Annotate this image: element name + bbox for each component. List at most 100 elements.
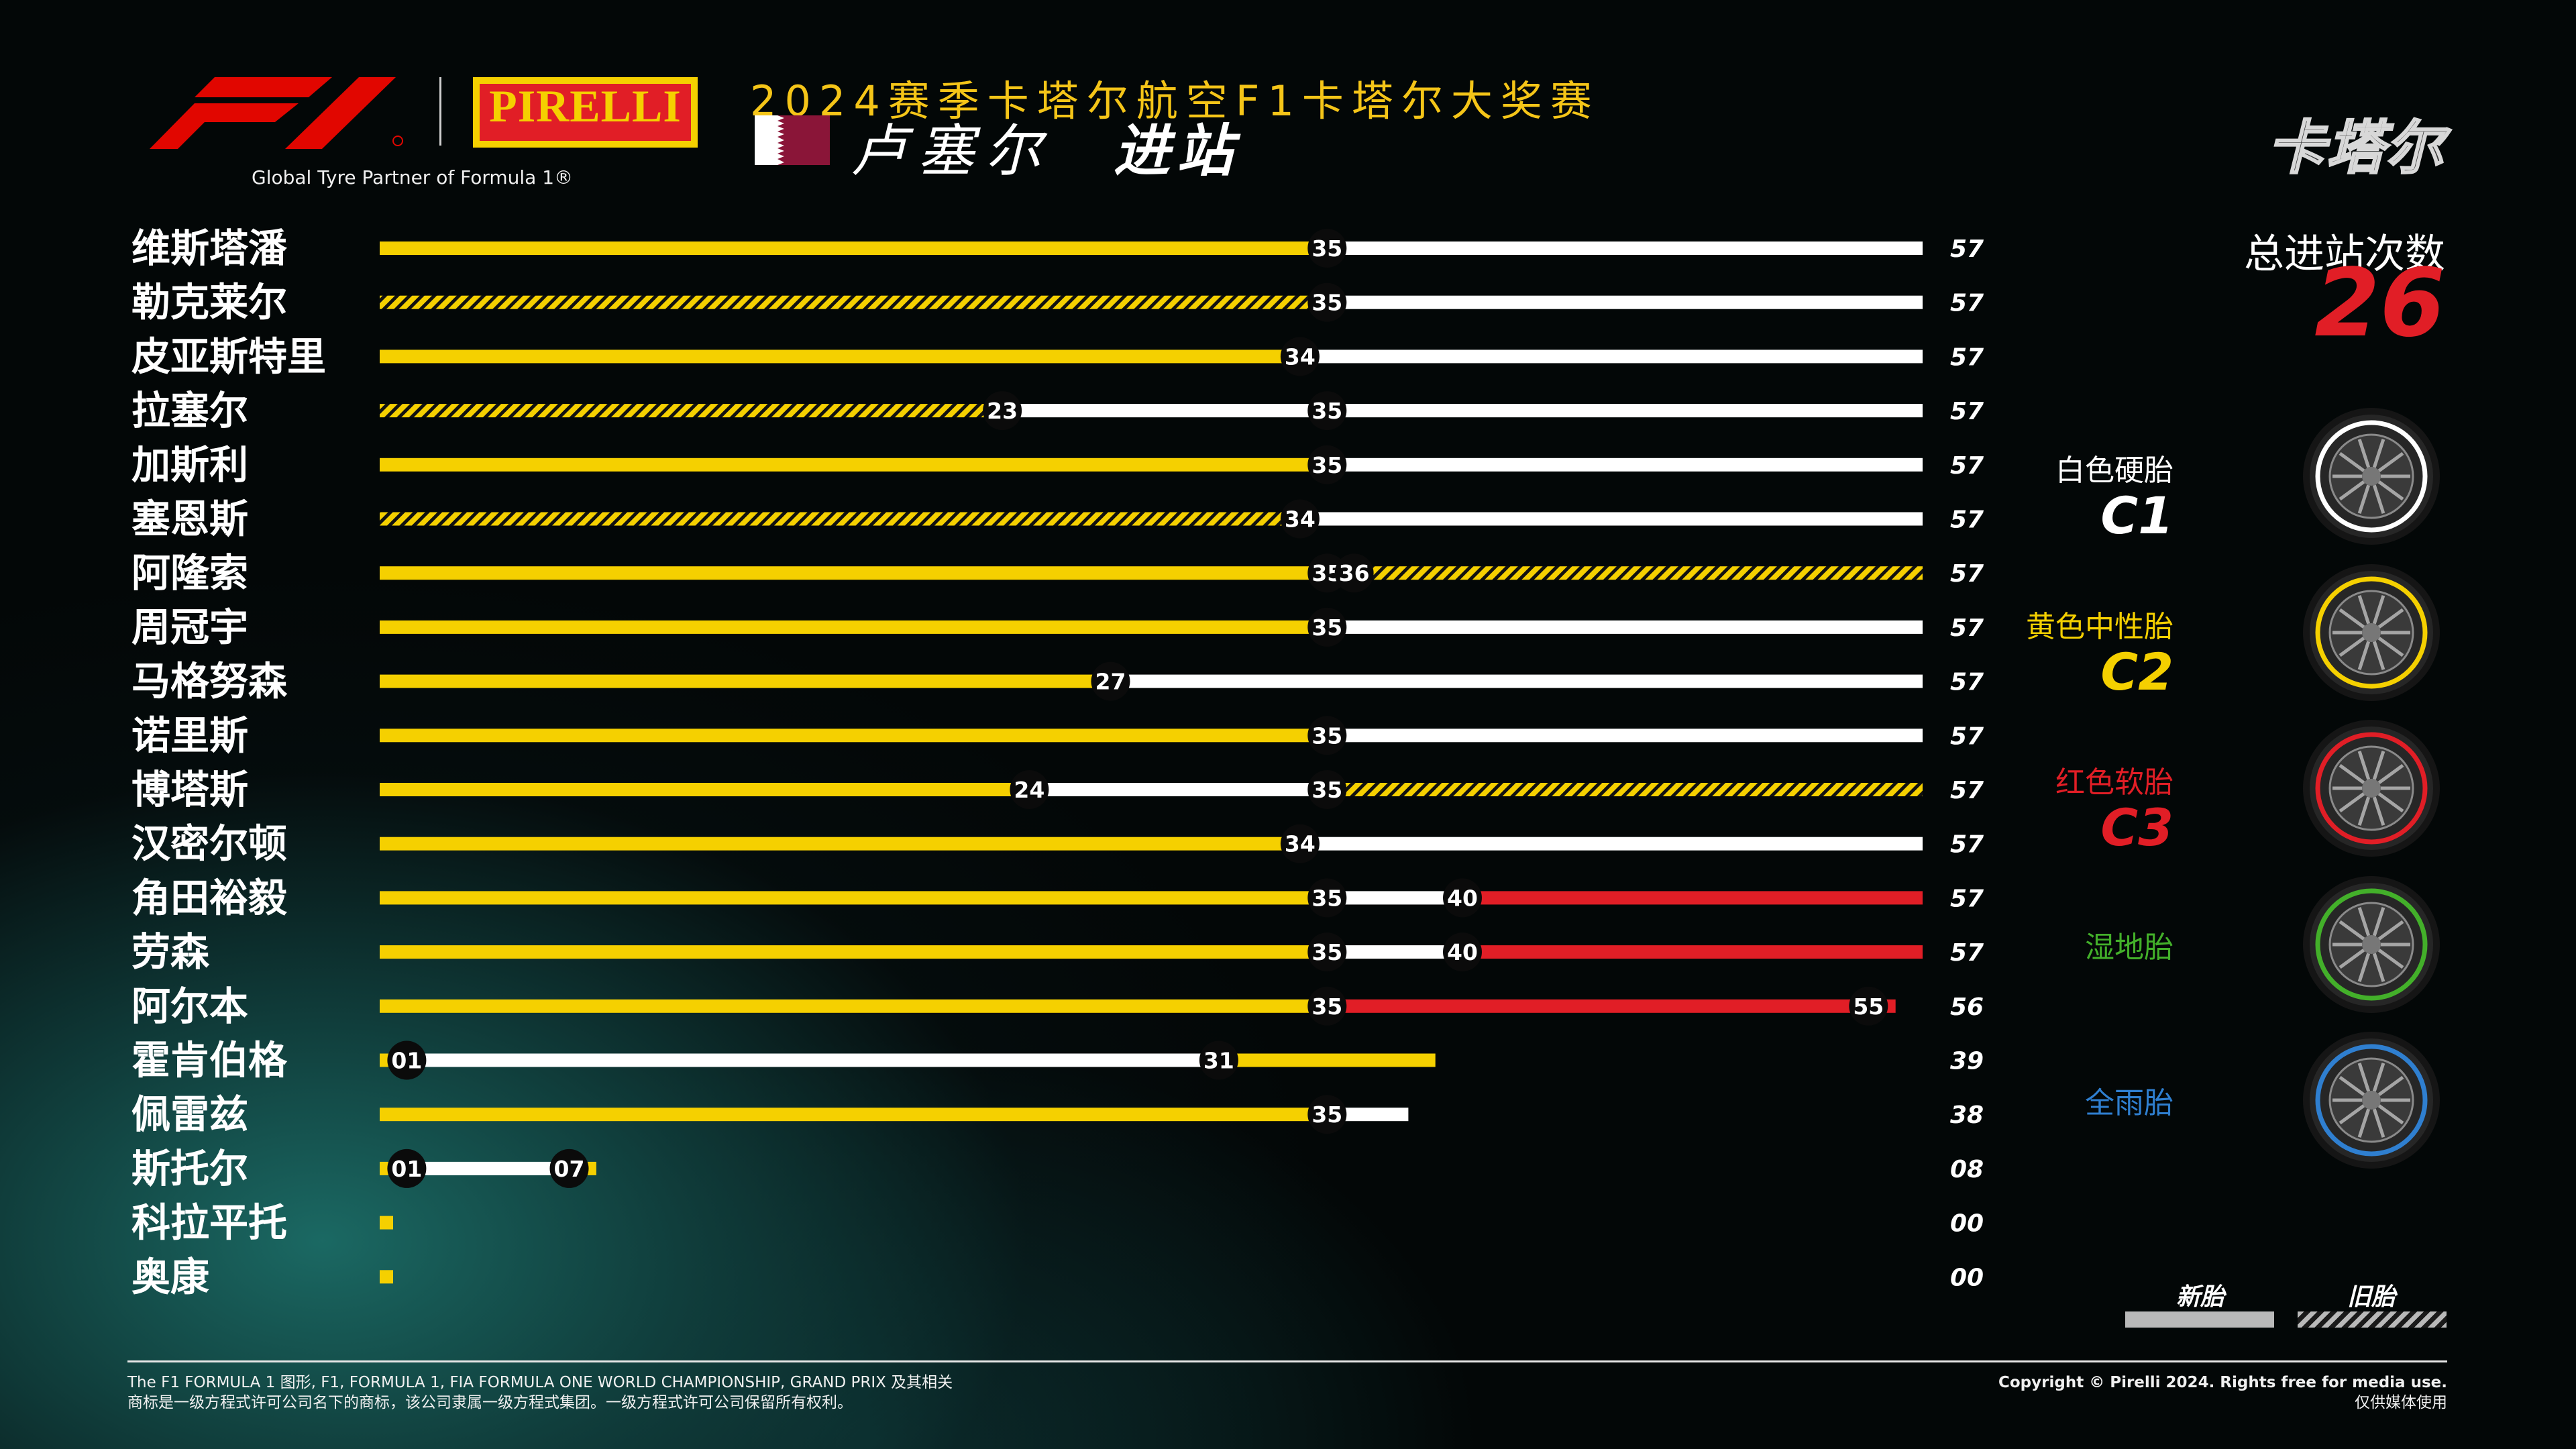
pit-stop-marker xyxy=(1307,1095,1347,1134)
pit-stop-marker xyxy=(1307,770,1347,809)
driver-row: 佩雷兹 35 38 xyxy=(131,1091,1984,1137)
pit-stop-marker xyxy=(1010,770,1049,809)
stint-bar xyxy=(1327,458,1923,472)
pirelli-logo: PIRELLI xyxy=(473,77,698,148)
pit-stop-marker xyxy=(1307,878,1347,918)
footer-trademark-line1: The F1 FORMULA 1 图形, F1, FORMULA 1, FIA … xyxy=(127,1374,953,1391)
legend-used-swatch xyxy=(2298,1311,2447,1328)
pit-lap-label: 35 xyxy=(1311,994,1342,1020)
driver-row: 霍肯伯格 01 31 39 xyxy=(131,1038,1984,1083)
end-lap-label: 00 xyxy=(1950,1264,1984,1291)
stint-bar xyxy=(1327,891,1463,905)
pit-lap-label: 35 xyxy=(1311,290,1342,316)
pit-lap-label: 35 xyxy=(1311,885,1342,911)
compound-intermediate-label: 湿地胎 xyxy=(2085,923,2174,966)
end-lap-label: 56 xyxy=(1950,994,1984,1021)
driver-row: 勒克莱尔 35 57 xyxy=(131,280,1984,325)
pit-stop-marker xyxy=(1307,445,1347,484)
stint-bar xyxy=(380,1270,393,1284)
stint-bar xyxy=(1327,620,1923,634)
driver-row: 角田裕毅 35 40 57 xyxy=(131,875,1984,920)
pirelli-logo-text: PIRELLI xyxy=(489,80,682,131)
pit-stop-marker xyxy=(1443,878,1482,918)
end-lap-label: 57 xyxy=(1950,777,1984,804)
compound-soft-label: 红色软胎 C3 xyxy=(2055,758,2174,855)
end-lap-label: 39 xyxy=(1950,1048,1984,1075)
pit-lap-label: 23 xyxy=(987,398,1018,424)
driver-row: 博塔斯 24 35 57 xyxy=(131,767,1984,812)
end-lap-label: 57 xyxy=(1950,885,1984,912)
stint-bar xyxy=(1110,674,1923,688)
end-lap-label: 57 xyxy=(1950,669,1984,696)
pit-stop-marker xyxy=(1307,607,1347,647)
logo-divider xyxy=(439,77,441,146)
pit-lap-label: 34 xyxy=(1285,343,1316,370)
legend-used-label: 旧胎 xyxy=(2347,1283,2396,1311)
pit-lap-label: 27 xyxy=(1095,669,1126,695)
footer-copyright: Copyright © Pirelli 2024. Rights free fo… xyxy=(1998,1373,2447,1413)
stint-bar xyxy=(1462,945,1923,959)
driver-name: 加斯利 xyxy=(131,442,248,488)
total-stops-label: 总进站次数 xyxy=(2244,231,2445,278)
stint-bar xyxy=(1327,999,1869,1013)
footer-trademark-line2: 商标是一级方程式许可公司名下的商标，该公司隶属一级方程式集团。一级方程式许可公司… xyxy=(127,1394,853,1411)
stint-bar xyxy=(1299,350,1923,364)
driver-name: 科拉平托 xyxy=(131,1200,287,1246)
driver-name: 周冠宇 xyxy=(131,604,248,650)
driver-name: 拉塞尔 xyxy=(131,388,248,433)
stint-bar xyxy=(1462,891,1923,905)
pit-lap-label: 07 xyxy=(554,1156,585,1182)
pit-lap-label: 35 xyxy=(1311,452,1342,478)
driver-name: 阿尔本 xyxy=(131,983,248,1029)
stint-bar xyxy=(380,674,1111,688)
end-lap-label: 57 xyxy=(1950,235,1984,263)
driver-name: 汉密尔顿 xyxy=(131,821,287,867)
pit-lap-label: 35 xyxy=(1311,235,1342,262)
end-lap-label: 00 xyxy=(1950,1210,1984,1238)
stint-bar xyxy=(407,1053,1219,1067)
compound-wet-label: 全雨胎 xyxy=(2085,1079,2174,1122)
stint-bar xyxy=(380,999,1328,1013)
pit-stop-marker xyxy=(1199,1040,1238,1080)
header: PIRELLI Global Tyre Partner of Formula 1… xyxy=(0,0,2576,201)
pit-stop-marker xyxy=(1307,986,1347,1026)
end-lap-label: 57 xyxy=(1950,506,1984,534)
stint-bar xyxy=(1327,241,1923,255)
stint-bar xyxy=(380,620,1328,634)
end-lap-label: 57 xyxy=(1950,614,1984,642)
stint-bar xyxy=(1327,783,1923,796)
stint-bar xyxy=(380,1108,1328,1122)
pit-stop-marker xyxy=(1307,282,1347,322)
stint-bar xyxy=(1299,512,1923,526)
medium-tyre-icon xyxy=(2303,564,2440,701)
stint-bar xyxy=(1002,404,1328,418)
end-lap-label: 57 xyxy=(1950,831,1984,859)
driver-row: 马格努森 27 57 xyxy=(131,659,1984,704)
partner-text: Global Tyre Partner of Formula 1® xyxy=(252,166,574,189)
pit-lap-label: 35 xyxy=(1311,1102,1342,1128)
location-tag: 卡塔尔 xyxy=(2267,114,2445,183)
compound-medium-name: 黄色中性胎 xyxy=(2026,610,2174,644)
event-subtitle: 进站 xyxy=(1114,118,1240,184)
driver-row: 皮亚斯特里 34 57 xyxy=(131,333,1984,379)
pit-stop-marker xyxy=(549,1148,589,1188)
intermediate-tyre-icon xyxy=(2303,876,2440,1013)
end-lap-label: 57 xyxy=(1950,343,1984,371)
footer-divider xyxy=(127,1360,2447,1362)
driver-row: 加斯利 35 57 xyxy=(131,442,1984,488)
stint-bar xyxy=(1218,1053,1436,1067)
driver-name: 塞恩斯 xyxy=(131,496,248,542)
footer-trademark: The F1 FORMULA 1 图形, F1, FORMULA 1, FIA … xyxy=(127,1373,1268,1413)
pit-stop-marker xyxy=(1334,553,1374,593)
compound-hard-code: C1 xyxy=(2100,486,2174,545)
pit-lap-label: 34 xyxy=(1285,831,1316,857)
compound-hard-name: 白色硬胎 xyxy=(2055,453,2174,488)
stint-bar xyxy=(1327,295,1923,309)
pit-stop-marker xyxy=(1307,553,1347,593)
end-lap-label: 57 xyxy=(1950,560,1984,588)
hard-tyre-icon xyxy=(2303,408,2440,545)
driver-name: 劳森 xyxy=(131,929,210,975)
pit-stop-marker xyxy=(1280,499,1320,539)
stint-bar xyxy=(380,512,1300,526)
